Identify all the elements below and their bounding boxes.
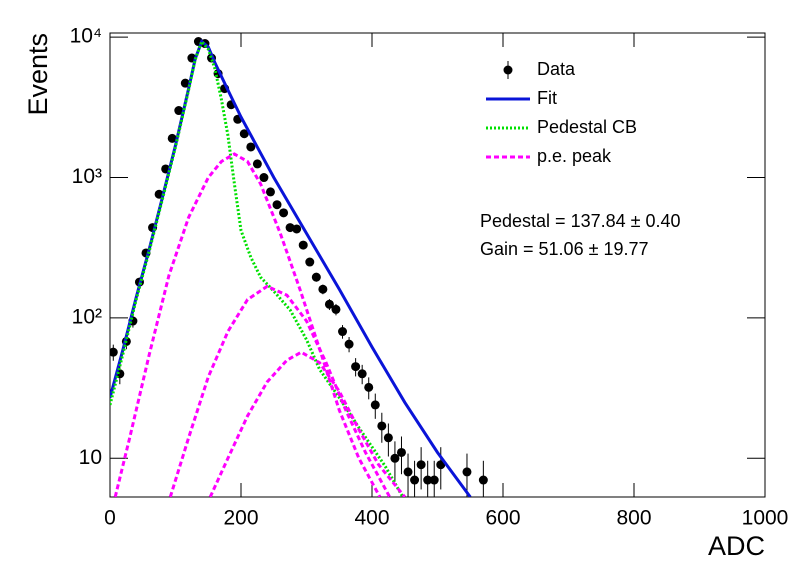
data-point bbox=[357, 369, 367, 379]
legend-label: Data bbox=[537, 59, 576, 79]
data-point bbox=[396, 447, 406, 457]
data-point bbox=[403, 467, 413, 477]
data-point bbox=[292, 224, 302, 234]
legend-label: Fit bbox=[537, 88, 557, 108]
fit-curve bbox=[113, 152, 382, 497]
data-point bbox=[174, 106, 184, 116]
y-tick-label: 10³ bbox=[72, 165, 102, 188]
data-point bbox=[338, 327, 348, 337]
data-point bbox=[239, 129, 249, 139]
fit-curve bbox=[110, 38, 405, 497]
data-point bbox=[298, 240, 308, 250]
data-point bbox=[279, 208, 289, 218]
data-point bbox=[180, 78, 190, 88]
x-tick-label: 800 bbox=[616, 507, 651, 530]
y-tick-label: 10² bbox=[72, 305, 102, 328]
data-point bbox=[364, 382, 374, 392]
plot-frame bbox=[109, 32, 766, 498]
data-point bbox=[390, 453, 400, 463]
x-axis-label: ADC bbox=[708, 531, 765, 561]
data-point bbox=[246, 142, 256, 152]
y-axis-label: Events bbox=[23, 33, 53, 116]
fit-curve bbox=[168, 284, 392, 497]
x-tick-label: 200 bbox=[223, 507, 258, 530]
legend-label: p.e. peak bbox=[537, 146, 612, 166]
data-point bbox=[423, 475, 433, 485]
x-tick-label: 1000 bbox=[742, 507, 789, 530]
data-point bbox=[410, 475, 420, 485]
fit-curve bbox=[208, 350, 406, 497]
data-point bbox=[324, 299, 334, 309]
legend-label: Pedestal CB bbox=[537, 117, 637, 137]
data-point bbox=[462, 467, 472, 477]
data-point bbox=[265, 187, 275, 197]
data-point bbox=[311, 272, 321, 282]
fit-curve bbox=[110, 38, 472, 497]
y-tick-label: 10 bbox=[79, 446, 102, 469]
annotation: Gain = 51.06 ± 19.77 bbox=[480, 239, 649, 259]
plot-area bbox=[110, 37, 488, 497]
data-point bbox=[370, 400, 380, 410]
data-point bbox=[416, 460, 426, 470]
annotation: Pedestal = 137.84 ± 0.40 bbox=[480, 211, 681, 231]
data-point bbox=[351, 362, 361, 372]
data-point bbox=[429, 475, 439, 485]
data-point bbox=[272, 200, 282, 210]
x-tick-label: 600 bbox=[485, 507, 520, 530]
data-point bbox=[331, 304, 341, 314]
x-tick-label: 0 bbox=[104, 507, 116, 530]
data-point bbox=[305, 257, 315, 267]
y-tick-label: 10⁴ bbox=[70, 25, 102, 48]
data-point bbox=[110, 347, 118, 357]
data-point bbox=[377, 421, 387, 431]
data-point bbox=[252, 159, 262, 169]
x-tick-label: 400 bbox=[354, 507, 389, 530]
data-point bbox=[478, 475, 488, 485]
data-point bbox=[344, 339, 354, 349]
data-point bbox=[167, 133, 177, 143]
data-point bbox=[383, 433, 393, 443]
data-point bbox=[318, 284, 328, 294]
data-point bbox=[259, 173, 269, 183]
